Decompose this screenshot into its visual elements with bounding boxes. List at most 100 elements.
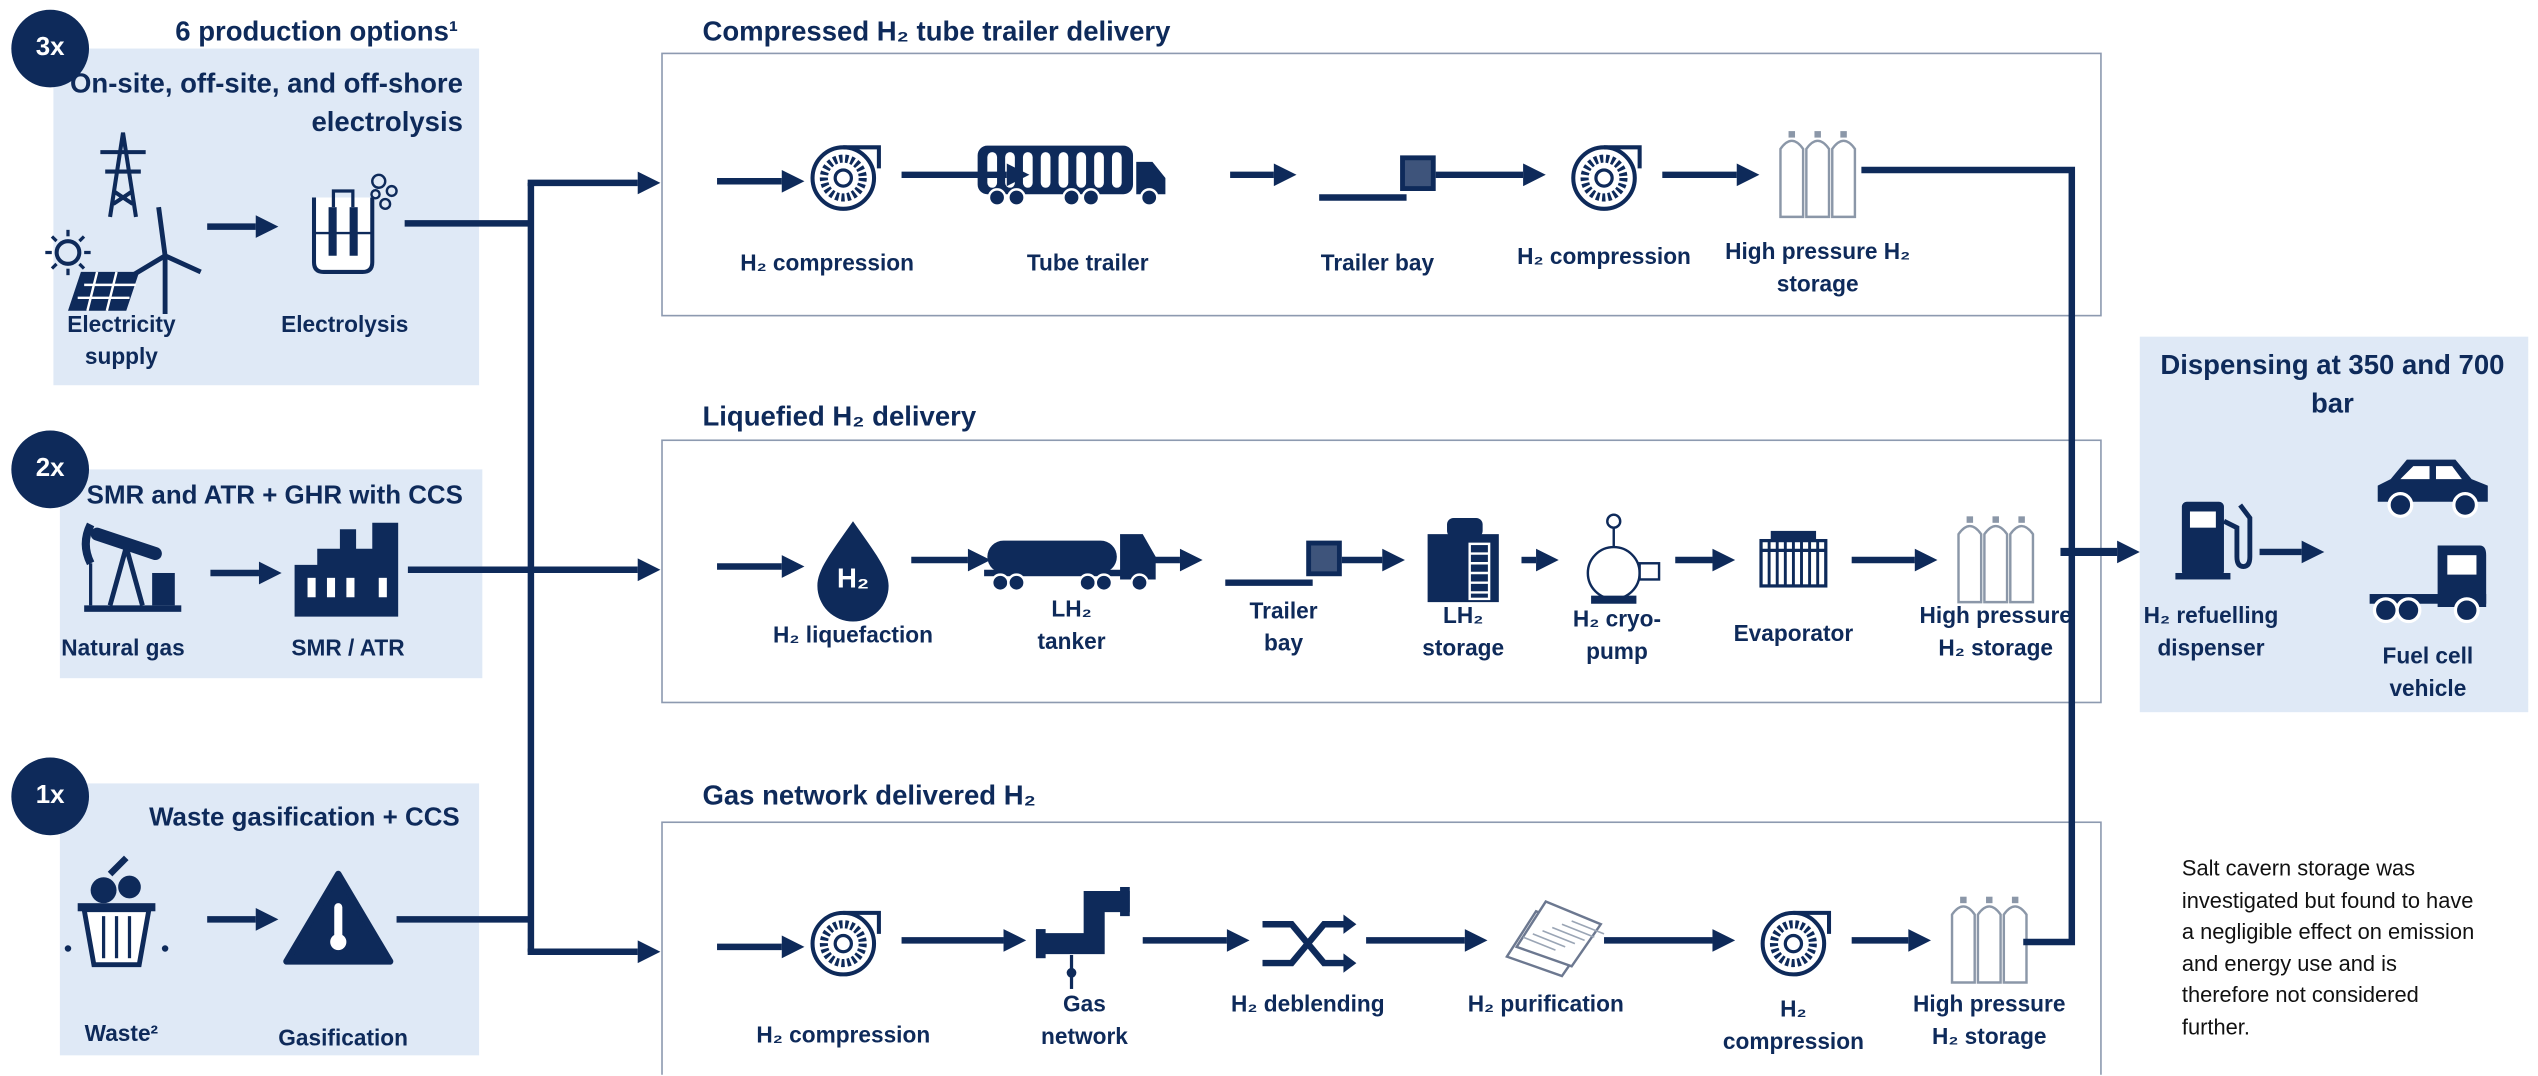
rect-shape <box>1447 518 1483 537</box>
circle-shape <box>992 575 1008 591</box>
rect-shape <box>308 578 316 597</box>
step-label: H₂ cryo-pump <box>1552 602 1681 667</box>
step-label: Trailer bay <box>1288 246 1466 278</box>
step-label: High pressure H₂ storage <box>1900 987 2078 1052</box>
option-title: SMR and ATR + GHR with CCS <box>58 479 463 515</box>
circle-shape <box>2374 599 2397 622</box>
circle-shape <box>2455 599 2478 622</box>
page: 6 production options¹3x2x1xOn-site, off-… <box>0 0 2538 1076</box>
rect-shape <box>1986 897 1992 903</box>
rect-shape <box>1023 152 1033 188</box>
icon <box>1761 531 1826 586</box>
rect-shape <box>1405 160 1431 186</box>
diagram: 6 production options¹3x2x1xOn-site, off-… <box>0 0 2538 1075</box>
step-label: High pressure H₂ storage <box>1907 599 2085 664</box>
delivery-title: Compressed H₂ tube trailer delivery <box>702 13 1673 52</box>
circle-shape <box>1131 575 1147 591</box>
path-shape <box>1959 526 1982 602</box>
rect-shape <box>2190 511 2216 527</box>
production-title: 6 production options¹ <box>86 13 458 52</box>
step-label: LH₂ tanker <box>1023 592 1120 657</box>
step-label: High pressure H₂ storage <box>1704 235 1931 300</box>
diagram-graphics <box>0 0 2538 1075</box>
badge-label: 3x <box>18 32 83 64</box>
step-label: LH₂ storage <box>1407 599 1520 664</box>
circle-shape <box>1141 189 1157 205</box>
circle-shape <box>1063 189 1079 205</box>
rect-shape <box>1036 929 1046 958</box>
rect-shape <box>1041 152 1051 188</box>
rect-shape <box>978 146 1133 195</box>
rect-shape <box>78 903 156 911</box>
step-label: H₂ refuelling dispenser <box>2122 599 2300 664</box>
step-label: Electricity supply <box>49 308 195 373</box>
rect-shape <box>327 578 335 597</box>
rect-shape <box>2175 573 2230 579</box>
step-label: Fuel cell vehicle <box>2363 639 2492 704</box>
delivery-title: Gas network delivered H₂ <box>702 777 1673 816</box>
step-label: Natural gas <box>34 631 212 663</box>
step-label: Gas network <box>1028 987 1141 1052</box>
circle-shape <box>1588 547 1640 599</box>
option-title: Waste gasification + CCS <box>55 801 460 837</box>
icon <box>1959 516 2033 602</box>
polygon-shape <box>638 172 661 195</box>
delivery-title: Liquefied H₂ delivery <box>702 398 1673 437</box>
step-label: Trailer bay <box>1235 594 1332 659</box>
rect-shape <box>1814 131 1820 137</box>
rect-shape <box>1771 531 1816 539</box>
step-label: Waste² <box>57 1016 186 1048</box>
path-shape <box>1780 141 1803 217</box>
circle-shape <box>2389 494 2412 517</box>
path-shape <box>1984 526 2007 602</box>
rect-shape <box>1967 516 1973 522</box>
path-shape <box>2010 526 2033 602</box>
path-shape <box>1832 141 1855 217</box>
circle-shape <box>1080 575 1096 591</box>
circle-shape <box>162 945 168 951</box>
rect-shape <box>84 605 181 611</box>
step-label: Tube trailer <box>999 246 1177 278</box>
rect-shape <box>1840 131 1846 137</box>
path-shape <box>314 197 372 271</box>
rect-shape <box>334 903 342 939</box>
circle-shape <box>91 877 117 903</box>
circle-shape <box>1083 189 1099 205</box>
rect-shape <box>379 578 387 597</box>
step-label: SMR / ATR <box>259 631 437 663</box>
rect-shape <box>350 207 358 256</box>
rect-shape <box>1992 516 1998 522</box>
arrow <box>528 940 661 963</box>
arrow <box>528 172 661 195</box>
polygon-shape <box>2117 541 2140 564</box>
step-label: H₂ deblending <box>1211 987 1405 1019</box>
circle-shape <box>989 189 1005 205</box>
rect-shape <box>1960 897 1966 903</box>
rect-shape <box>984 570 1152 576</box>
polygon-shape <box>638 558 661 581</box>
rect-shape <box>152 573 175 605</box>
rect-shape <box>346 578 354 597</box>
path-shape <box>2004 906 2027 982</box>
polygon-shape <box>638 940 661 963</box>
circle-shape <box>65 945 71 951</box>
step-label: H₂ compression <box>722 246 932 278</box>
rect-shape <box>1112 152 1122 188</box>
step-label: H₂ compression <box>1712 992 1874 1057</box>
note: Salt cavern storage was investigated but… <box>2182 853 2490 1042</box>
circle-shape <box>2397 599 2420 622</box>
rect-shape <box>1094 152 1104 188</box>
rect-shape <box>1120 887 1130 916</box>
circle-shape <box>118 876 141 899</box>
circle-shape <box>1008 575 1024 591</box>
rect-shape <box>1789 131 1795 137</box>
step-label: H₂ compression <box>738 1018 948 1050</box>
path-shape <box>1978 906 2001 982</box>
option-title: On-site, off-site, and off-shore electro… <box>58 65 463 143</box>
step-label: H₂ compression <box>1515 240 1693 272</box>
dispensing-title: Dispensing at 350 and 700 bar <box>2154 346 2510 424</box>
step-label: Electrolysis <box>256 308 434 340</box>
path-shape <box>1806 141 1829 217</box>
step-label: H₂ liquefaction <box>748 618 958 650</box>
rect-shape <box>1059 152 1069 188</box>
